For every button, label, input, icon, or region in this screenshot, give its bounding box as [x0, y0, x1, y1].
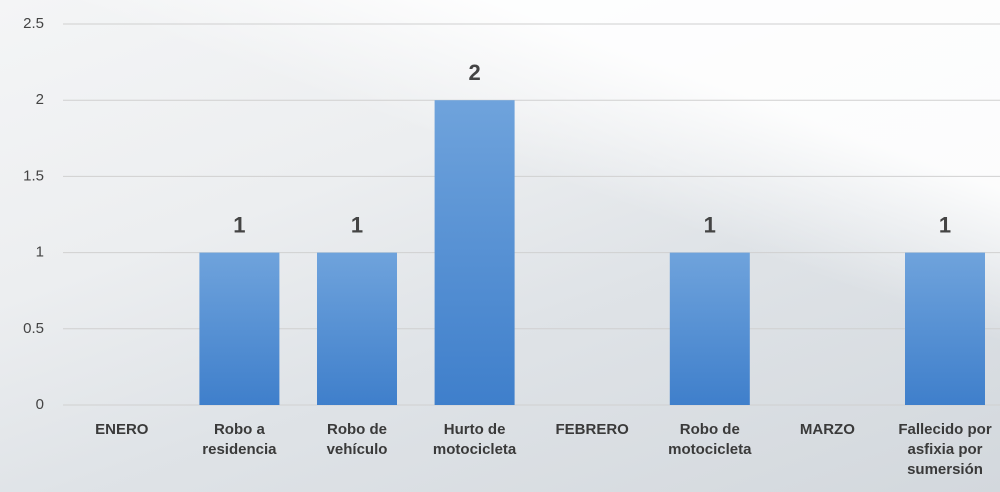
x-tick-label: Hurto de motocicleta — [432, 421, 517, 458]
data-label: 1 — [939, 212, 951, 237]
data-label: 1 — [233, 212, 245, 237]
y-tick-label: 0 — [36, 396, 44, 413]
y-tick-label: 2 — [36, 91, 44, 108]
y-tick-label: 0.5 — [23, 320, 44, 337]
x-tick-label: Robo de motocicleta — [668, 421, 752, 458]
x-tick-label: Robo a residencia — [202, 421, 277, 458]
x-tick-label: MARZO — [799, 421, 855, 438]
data-label: 2 — [468, 60, 480, 85]
data-label: 1 — [351, 212, 363, 237]
y-tick-label: 1.5 — [23, 167, 44, 184]
bar — [317, 252, 397, 405]
x-tick-label: Robo de vehículo — [326, 421, 388, 458]
bar — [669, 252, 750, 405]
x-tick-label: Fallecido por asfixia por sumersión — [898, 421, 992, 478]
bar — [434, 100, 515, 405]
y-tick-label: 2.5 — [23, 15, 44, 32]
x-tick-label: FEBRERO — [555, 421, 629, 438]
data-label: 1 — [704, 212, 716, 237]
y-tick-label: 1 — [36, 244, 44, 261]
bar — [199, 252, 280, 405]
x-tick-label: ENERO — [95, 421, 149, 438]
bar — [905, 252, 985, 405]
